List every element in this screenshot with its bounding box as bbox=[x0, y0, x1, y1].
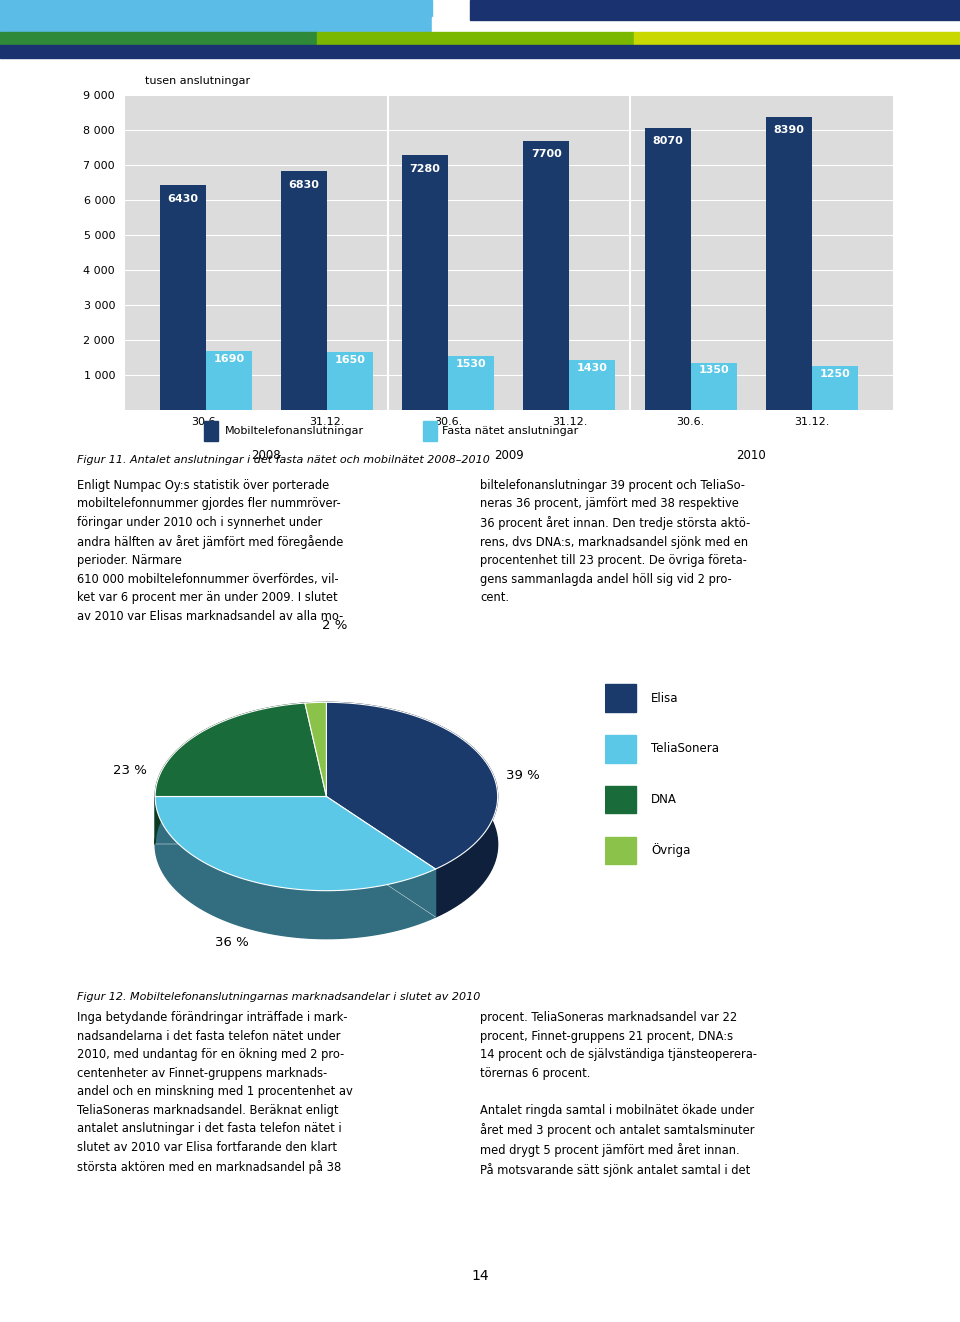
Text: 8070: 8070 bbox=[652, 136, 683, 147]
Polygon shape bbox=[305, 702, 326, 751]
Text: Fasta nätet anslutningar: Fasta nätet anslutningar bbox=[442, 426, 578, 436]
Bar bbox=[423, 420, 437, 442]
Bar bbox=[634, 32, 960, 45]
Bar bbox=[690, 362, 736, 410]
Text: biltelefonanslutningar 39 procent och TeliaSo-
neras 36 procent, jämfört med 38 : biltelefonanslutningar 39 procent och Te… bbox=[480, 479, 751, 604]
Polygon shape bbox=[305, 702, 326, 796]
Text: 2009: 2009 bbox=[494, 448, 523, 461]
Text: 23 %: 23 % bbox=[112, 764, 146, 777]
Bar bbox=[644, 128, 690, 410]
Text: 1430: 1430 bbox=[577, 362, 608, 373]
Bar bbox=[159, 185, 205, 410]
Text: Inga betydande förändringar inträffade i mark-
nadsandelarna i det fasta telefon: Inga betydande förändringar inträffade i… bbox=[77, 1011, 352, 1174]
Bar bbox=[605, 785, 636, 813]
Bar bbox=[569, 360, 615, 410]
Bar bbox=[812, 366, 858, 410]
Bar bbox=[402, 155, 448, 410]
Text: Enligt Numpac Oy:s statistik över porterade
mobiltelefonnummer gjordes fler numm: Enligt Numpac Oy:s statistik över porter… bbox=[77, 479, 343, 623]
Text: 1650: 1650 bbox=[335, 354, 366, 365]
Polygon shape bbox=[326, 702, 497, 917]
Text: Figur 12. Mobiltelefonanslutningarnas marknadsandelar i slutet av 2010: Figur 12. Mobiltelefonanslutningarnas ma… bbox=[77, 992, 480, 1002]
Polygon shape bbox=[156, 703, 326, 796]
Text: 1530: 1530 bbox=[456, 360, 487, 369]
Bar bbox=[204, 420, 218, 442]
Text: Figur 11. Antalet anslutningar i det fasta nätet och mobilnätet 2008–2010: Figur 11. Antalet anslutningar i det fas… bbox=[77, 455, 490, 465]
Text: 36 %: 36 % bbox=[215, 936, 249, 949]
Bar bbox=[470, 0, 960, 20]
Bar bbox=[605, 837, 636, 865]
Text: tusen anslutningar: tusen anslutningar bbox=[145, 77, 251, 86]
Text: 7700: 7700 bbox=[531, 149, 562, 160]
Bar bbox=[605, 735, 636, 763]
Text: 2010: 2010 bbox=[736, 448, 766, 461]
Polygon shape bbox=[156, 796, 436, 891]
Text: 6830: 6830 bbox=[289, 180, 320, 190]
Bar bbox=[0, 32, 317, 45]
Text: 1690: 1690 bbox=[213, 353, 245, 364]
Bar bbox=[0, 0, 432, 32]
Bar bbox=[327, 352, 373, 410]
Polygon shape bbox=[156, 703, 305, 845]
Bar bbox=[281, 171, 327, 410]
Text: 39 %: 39 % bbox=[507, 769, 540, 783]
Bar bbox=[605, 685, 636, 711]
Text: 7280: 7280 bbox=[410, 164, 441, 175]
Text: Mobiltelefonanslutningar: Mobiltelefonanslutningar bbox=[225, 426, 364, 436]
Text: Övriga: Övriga bbox=[651, 843, 690, 857]
Text: DNA: DNA bbox=[651, 793, 677, 806]
Polygon shape bbox=[326, 702, 497, 869]
Text: 14: 14 bbox=[471, 1269, 489, 1282]
Bar bbox=[432, 17, 470, 32]
Bar bbox=[448, 357, 494, 410]
Text: 6430: 6430 bbox=[167, 194, 198, 204]
Text: Elisa: Elisa bbox=[651, 691, 679, 705]
Text: TeliaSonera: TeliaSonera bbox=[651, 742, 719, 755]
Bar bbox=[205, 350, 252, 410]
Text: 8390: 8390 bbox=[774, 126, 804, 135]
Polygon shape bbox=[156, 796, 436, 939]
Text: 1350: 1350 bbox=[698, 365, 729, 375]
Bar bbox=[317, 32, 634, 45]
Text: 1250: 1250 bbox=[820, 369, 851, 379]
Text: procent. TeliaSoneras marknadsandel var 22
procent, Finnet-gruppens 21 procent, : procent. TeliaSoneras marknadsandel var … bbox=[480, 1011, 757, 1177]
Bar bbox=[523, 140, 569, 410]
Bar bbox=[766, 116, 812, 410]
Text: 2 %: 2 % bbox=[323, 619, 348, 632]
Text: 2008: 2008 bbox=[252, 448, 281, 461]
Bar bbox=[0, 45, 960, 58]
